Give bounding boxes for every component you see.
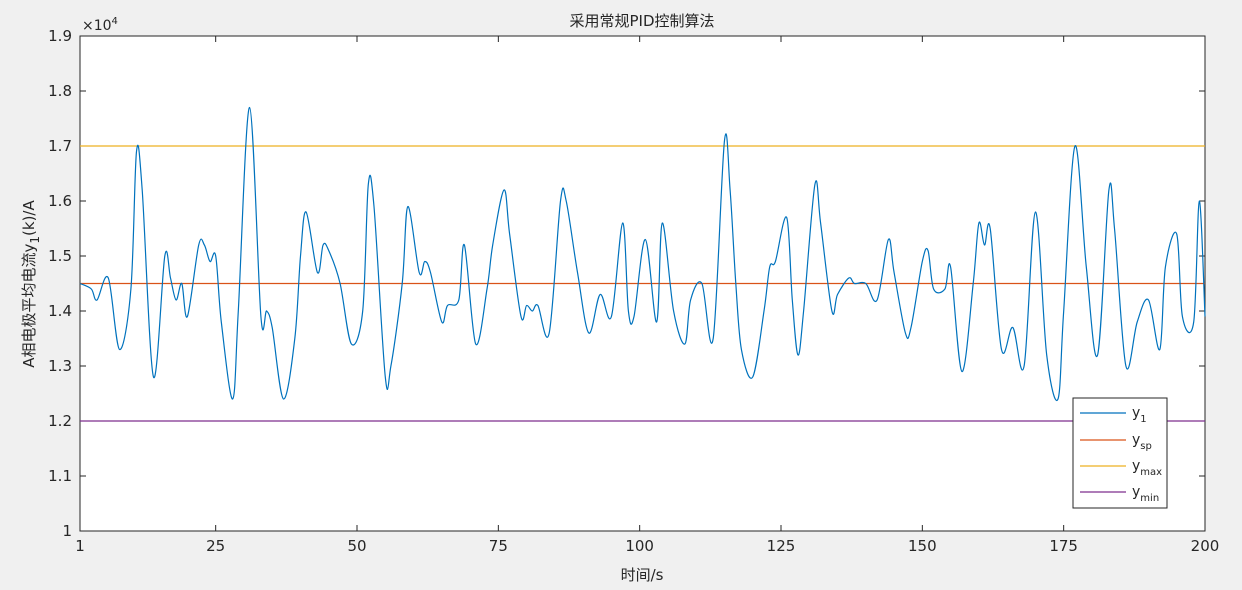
y-tick-label: 1.4 [48,302,72,320]
y-tick-label: 1.6 [48,192,72,210]
x-tick-label: 25 [206,537,225,555]
legend-box [1072,397,1168,509]
y-tick-label: 1.2 [48,412,72,430]
y-tick-label: 1.8 [48,82,72,100]
legend-label-ymin: ymin [1132,484,1159,504]
x-tick-label: 100 [625,537,654,555]
legend: y1 ysp ymax ymin [1072,397,1168,509]
legend-label-ymax: ymax [1132,458,1162,478]
y-axis-label: A相电极平均电流y1(k)/A [20,200,42,368]
x-tick-label: 50 [347,537,366,555]
axis-ticks: 1 25 50 75 100 125 150 175 20011.11.21.31.41.51.… [48,27,1219,555]
y-exponent-label: ×104 [82,16,118,34]
legend-label-y1: y1 [1132,405,1147,425]
x-tick-label: 75 [489,537,508,555]
x-tick-label: 1 [75,537,85,555]
data-lines [79,106,1206,422]
y-tick-label: 1.1 [48,467,72,485]
series-line-y1 [79,106,1206,402]
x-axis-label: 时间/s [621,566,664,584]
chart-title: 采用常规PID控制算法 [569,12,714,30]
y-tick-label: 1.9 [48,27,72,45]
y-tick-label: 1.7 [48,137,72,155]
legend-label-ysp: ysp [1132,432,1152,452]
x-tick-label: 175 [1049,537,1078,555]
y-tick-label: 1 [62,522,72,540]
y-tick-label: 1.5 [48,247,72,265]
x-tick-label: 200 [1191,537,1220,555]
x-tick-label: 125 [767,537,796,555]
y-tick-label: 1.3 [48,357,72,375]
x-tick-label: 150 [908,537,937,555]
